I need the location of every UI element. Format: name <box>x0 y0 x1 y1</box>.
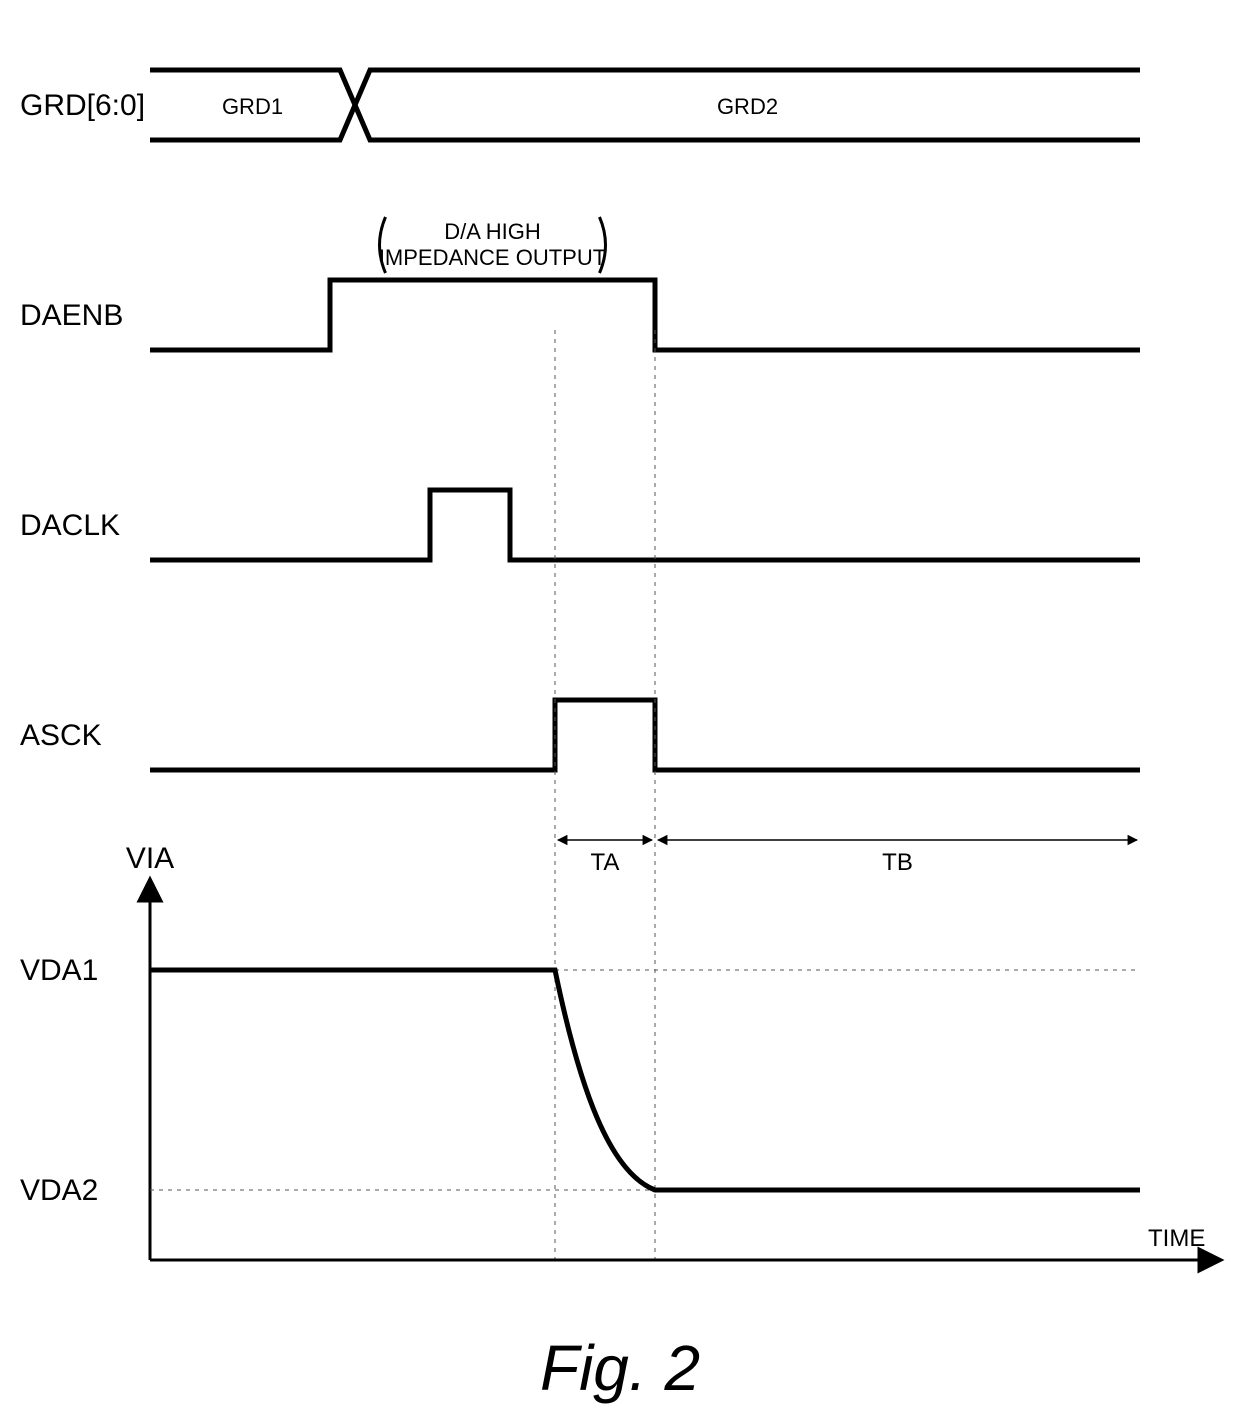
interval-markers: TA TB <box>558 840 1137 876</box>
signal-via: VIA TIME VDA1 VDA2 <box>20 842 1220 1260</box>
signal-asck: ASCK <box>20 700 1140 770</box>
label-vda1: VDA1 <box>20 954 98 987</box>
label-asck: ASCK <box>20 719 102 752</box>
label-time: TIME <box>1148 1225 1205 1252</box>
label-via: VIA <box>126 842 174 875</box>
label-ta: TA <box>591 849 620 876</box>
signal-daclk: DACLK <box>20 490 1140 560</box>
signal-daenb: DAENB D/A HIGH IMPEDANCE OUTPUT <box>20 217 1140 350</box>
signal-grd: GRD[6:0] GRD1 GRD2 <box>20 70 1140 140</box>
label-daclk: DACLK <box>20 509 120 542</box>
label-daenb: DAENB <box>20 299 123 332</box>
label-tb: TB <box>882 849 913 876</box>
label-da-high: D/A HIGH <box>444 219 541 244</box>
timing-diagram: GRD[6:0] GRD1 GRD2 DAENB D/A HIGH IMPEDA… <box>0 0 1240 1422</box>
label-grd1: GRD1 <box>222 94 283 119</box>
label-grd2: GRD2 <box>717 94 778 119</box>
figure-caption: Fig. 2 <box>540 1332 700 1404</box>
label-vda2: VDA2 <box>20 1174 98 1207</box>
label-grd: GRD[6:0] <box>20 89 145 122</box>
label-impedance-output: IMPEDANCE OUTPUT <box>379 245 606 270</box>
